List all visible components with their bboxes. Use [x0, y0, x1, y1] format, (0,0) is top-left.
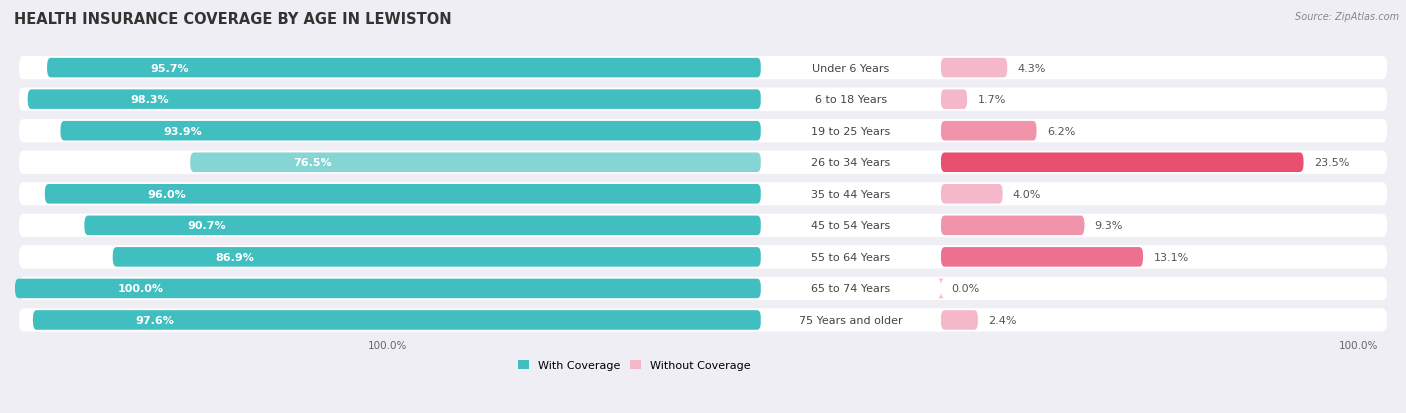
Text: 100.0%: 100.0% — [118, 284, 165, 294]
FancyBboxPatch shape — [18, 214, 1388, 237]
FancyBboxPatch shape — [761, 311, 941, 330]
FancyBboxPatch shape — [28, 90, 761, 110]
Text: 6.2%: 6.2% — [1047, 126, 1076, 136]
FancyBboxPatch shape — [941, 311, 979, 330]
Text: 93.9%: 93.9% — [163, 126, 202, 136]
Text: 2.4%: 2.4% — [988, 315, 1017, 325]
FancyBboxPatch shape — [941, 247, 1143, 267]
Text: 13.1%: 13.1% — [1153, 252, 1188, 262]
FancyBboxPatch shape — [761, 59, 941, 78]
FancyBboxPatch shape — [18, 246, 1388, 269]
FancyBboxPatch shape — [761, 247, 941, 267]
Text: 98.3%: 98.3% — [131, 95, 169, 105]
FancyBboxPatch shape — [941, 122, 1036, 141]
Text: 9.3%: 9.3% — [1095, 221, 1123, 231]
FancyBboxPatch shape — [18, 88, 1388, 112]
Text: 6 to 18 Years: 6 to 18 Years — [815, 95, 887, 105]
FancyBboxPatch shape — [18, 183, 1388, 206]
FancyBboxPatch shape — [112, 247, 761, 267]
Text: 97.6%: 97.6% — [136, 315, 174, 325]
FancyBboxPatch shape — [18, 120, 1388, 143]
FancyBboxPatch shape — [761, 216, 941, 235]
FancyBboxPatch shape — [190, 153, 761, 173]
Text: 0.0%: 0.0% — [952, 284, 980, 294]
FancyBboxPatch shape — [938, 279, 945, 299]
Text: 23.5%: 23.5% — [1313, 158, 1350, 168]
Text: 35 to 44 Years: 35 to 44 Years — [811, 189, 890, 199]
FancyBboxPatch shape — [941, 90, 967, 110]
FancyBboxPatch shape — [60, 122, 761, 141]
Text: 100.0%: 100.0% — [368, 340, 408, 350]
FancyBboxPatch shape — [941, 216, 1084, 235]
Text: 65 to 74 Years: 65 to 74 Years — [811, 284, 890, 294]
Text: 95.7%: 95.7% — [150, 64, 188, 74]
Text: HEALTH INSURANCE COVERAGE BY AGE IN LEWISTON: HEALTH INSURANCE COVERAGE BY AGE IN LEWI… — [14, 12, 451, 27]
Text: 19 to 25 Years: 19 to 25 Years — [811, 126, 890, 136]
Text: Under 6 Years: Under 6 Years — [813, 64, 890, 74]
FancyBboxPatch shape — [18, 57, 1388, 80]
FancyBboxPatch shape — [18, 309, 1388, 332]
FancyBboxPatch shape — [761, 122, 941, 141]
FancyBboxPatch shape — [18, 277, 1388, 300]
Text: Source: ZipAtlas.com: Source: ZipAtlas.com — [1295, 12, 1399, 22]
FancyBboxPatch shape — [761, 90, 941, 110]
FancyBboxPatch shape — [761, 279, 941, 299]
FancyBboxPatch shape — [761, 153, 941, 173]
Text: 4.3%: 4.3% — [1018, 64, 1046, 74]
FancyBboxPatch shape — [941, 185, 1002, 204]
FancyBboxPatch shape — [18, 151, 1388, 175]
FancyBboxPatch shape — [46, 59, 761, 78]
Text: 96.0%: 96.0% — [148, 189, 187, 199]
FancyBboxPatch shape — [45, 185, 761, 204]
Text: 76.5%: 76.5% — [292, 158, 332, 168]
Text: 45 to 54 Years: 45 to 54 Years — [811, 221, 890, 231]
Legend: With Coverage, Without Coverage: With Coverage, Without Coverage — [519, 360, 751, 370]
FancyBboxPatch shape — [941, 153, 1303, 173]
Text: 4.0%: 4.0% — [1012, 189, 1042, 199]
FancyBboxPatch shape — [761, 185, 941, 204]
FancyBboxPatch shape — [32, 311, 761, 330]
FancyBboxPatch shape — [941, 59, 1007, 78]
Text: 1.7%: 1.7% — [977, 95, 1005, 105]
Text: 100.0%: 100.0% — [1339, 340, 1378, 350]
FancyBboxPatch shape — [84, 216, 761, 235]
Text: 86.9%: 86.9% — [215, 252, 254, 262]
Text: 75 Years and older: 75 Years and older — [799, 315, 903, 325]
Text: 26 to 34 Years: 26 to 34 Years — [811, 158, 890, 168]
Text: 55 to 64 Years: 55 to 64 Years — [811, 252, 890, 262]
FancyBboxPatch shape — [15, 279, 761, 299]
Text: 90.7%: 90.7% — [187, 221, 226, 231]
